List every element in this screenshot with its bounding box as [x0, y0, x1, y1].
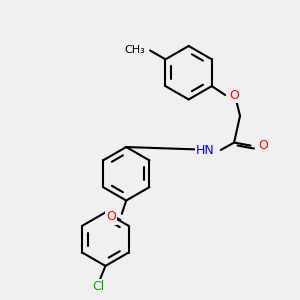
Text: CH₃: CH₃: [125, 45, 146, 56]
Text: O: O: [106, 210, 116, 224]
Text: O: O: [230, 88, 239, 101]
Text: O: O: [258, 139, 268, 152]
Text: HN: HN: [196, 143, 215, 157]
Text: Cl: Cl: [92, 280, 104, 293]
